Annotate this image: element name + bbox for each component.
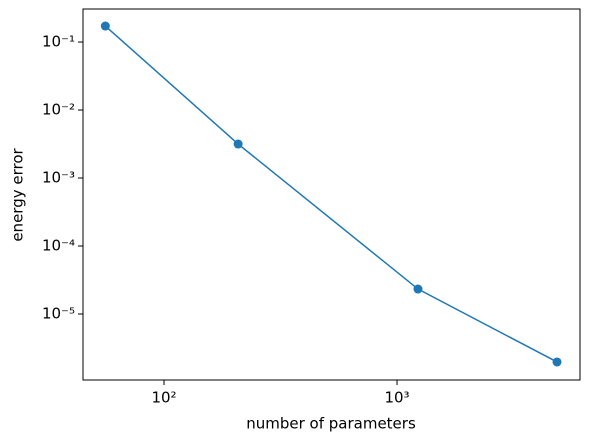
point — [552, 357, 562, 367]
point — [100, 21, 110, 31]
y-axis-label: energy error — [9, 147, 27, 241]
series-line — [104, 25, 558, 363]
y-tick-label: 10⁻³ — [42, 169, 75, 187]
y-tick-label: 10⁻² — [42, 101, 75, 119]
point — [233, 139, 243, 149]
y-tick-label: 10⁻⁵ — [42, 305, 75, 323]
x-tick-label: 10³ — [384, 389, 409, 407]
y-tick-label: 10⁻⁴ — [42, 237, 75, 255]
y-tick-label: 10⁻¹ — [42, 33, 75, 51]
plot-frame — [82, 8, 581, 381]
point — [413, 284, 423, 294]
x-tick-label: 10² — [151, 389, 176, 407]
x-axis-label: number of parameters — [246, 415, 416, 433]
